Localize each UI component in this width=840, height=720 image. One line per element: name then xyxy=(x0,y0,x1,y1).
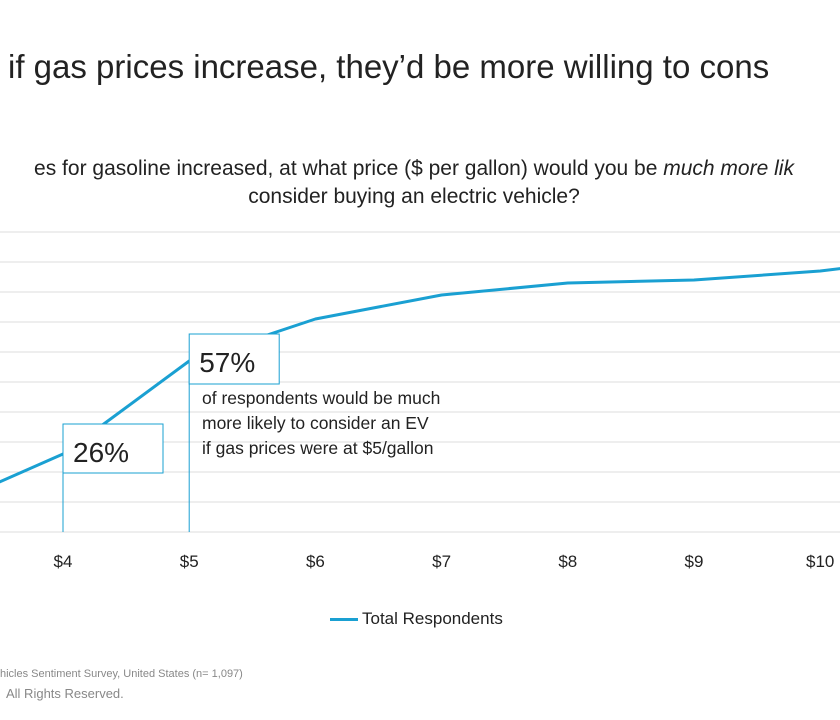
annotation-57-line-1: of respondents would be much xyxy=(202,388,440,408)
annotation-26-box xyxy=(62,423,164,474)
x-tick-label: $7 xyxy=(432,552,451,571)
x-tick-label: $5 xyxy=(180,552,199,571)
legend-swatch xyxy=(330,617,358,621)
source-note: hicles Sentiment Survey, United States (… xyxy=(0,668,243,680)
chart-legend: Total Respondents xyxy=(330,609,503,629)
subtitle-line-2: consider buying an electric vehicle? xyxy=(248,185,580,208)
x-tick-label: $6 xyxy=(306,552,325,571)
x-tick-label: $9 xyxy=(685,552,704,571)
subtitle-emphasis: much more lik xyxy=(663,157,794,180)
x-axis-ticks: $4 $5 $6 $7 $8 $9 $10 xyxy=(54,552,835,571)
chart-title: if gas prices increase, they’d be more w… xyxy=(8,48,770,85)
gridlines xyxy=(0,231,840,533)
chart-subtitle: es for gasoline increased, at what price… xyxy=(0,155,840,211)
annotation-group: 26% 57% of respondents would be much mor… xyxy=(62,333,440,474)
annotation-57-line-3: if gas prices were at $5/gallon xyxy=(202,438,434,458)
subtitle-text: es for gasoline increased, at what price… xyxy=(34,157,664,180)
x-tick-label: $4 xyxy=(54,552,73,571)
line-chart: $4 $5 $6 $7 $8 $9 $10 26% 57% of respondents w… xyxy=(0,231,840,571)
series-group xyxy=(0,267,840,484)
annotation-57-value: 57% xyxy=(199,347,255,378)
x-tick-label: $8 xyxy=(558,552,577,571)
annotation-57-line-2: more likely to consider an EV xyxy=(202,413,429,433)
x-tick-label: $10 xyxy=(806,552,834,571)
series-line xyxy=(0,267,840,484)
legend-label: Total Respondents xyxy=(362,609,503,628)
annotation-57-box xyxy=(188,333,280,385)
copyright-note: All Rights Reserved. xyxy=(6,686,124,701)
annotation-26-value: 26% xyxy=(73,437,129,468)
subtitle-line-1: es for gasoline increased, at what price… xyxy=(0,155,840,183)
